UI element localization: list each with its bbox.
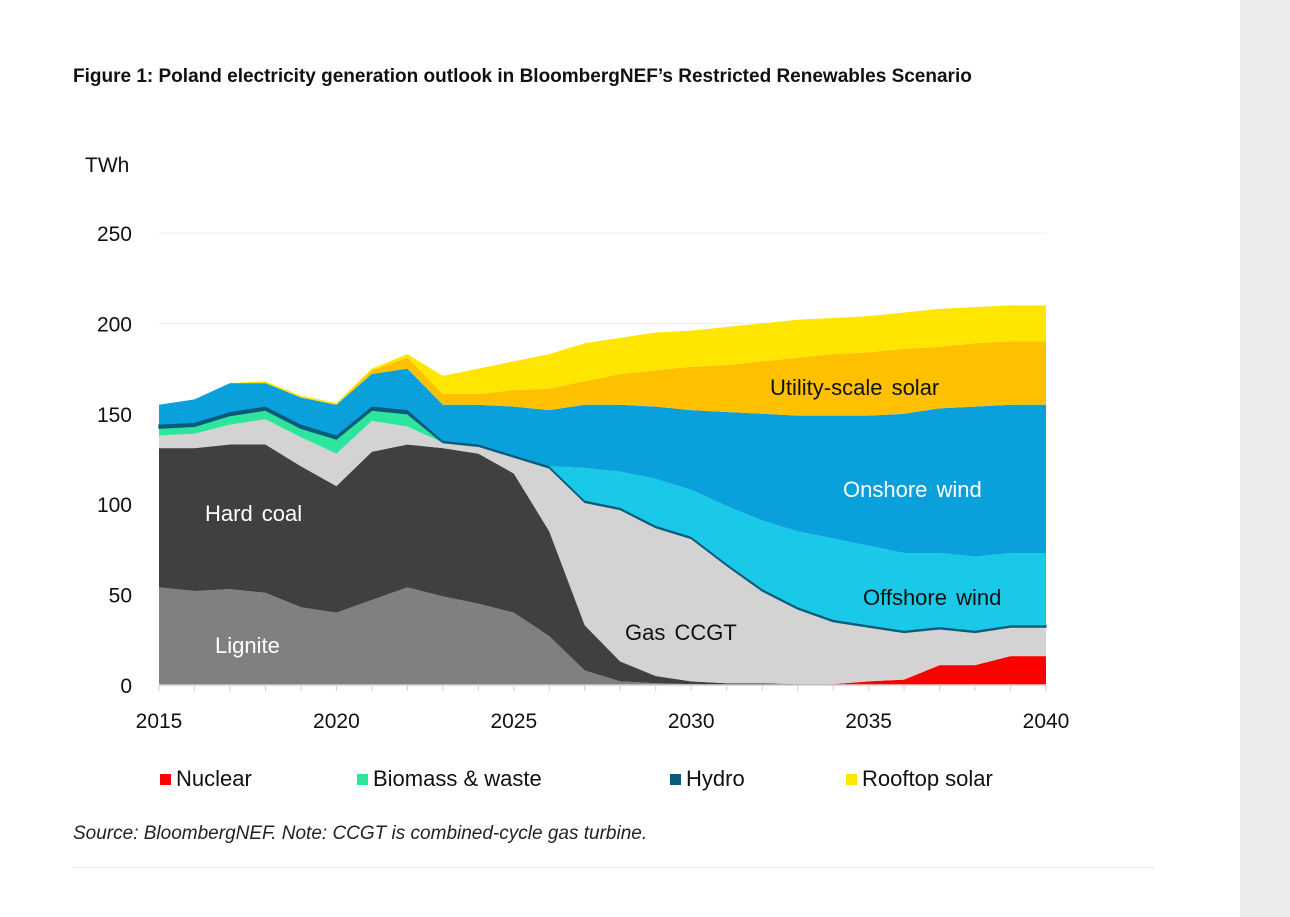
legend-item: Nuclear — [160, 766, 252, 792]
series-label-utility-scale-solar: Utility-scale solar — [770, 375, 939, 400]
stacked-area-chart: 0 50 100 150 200 250 2015 2020 2025 2030 2035 2040 L… — [97, 223, 1070, 733]
y-tick-label: 250 — [97, 223, 132, 246]
legend-label: Nuclear — [176, 766, 252, 791]
y-tick-label: 150 — [97, 404, 132, 427]
series-label-hard-coal: Hard coal — [205, 501, 302, 526]
area-utility-scale-solar — [159, 341, 1046, 416]
y-tick-label: 50 — [109, 585, 132, 608]
divider — [73, 867, 1155, 868]
legend-swatch — [846, 773, 857, 785]
legend-swatch — [160, 773, 171, 785]
y-tick-label: 200 — [97, 313, 132, 336]
area-gas-ccgt — [159, 419, 1046, 685]
x-tick-label: 2030 — [668, 710, 715, 733]
series-label-gas-ccgt: Gas CCGT — [625, 620, 737, 645]
legend-item: Hydro — [670, 766, 745, 792]
x-tick-label: 2020 — [313, 710, 360, 733]
x-tick-label: 2040 — [1023, 710, 1070, 733]
legend-item: Rooftop solar — [846, 766, 993, 792]
series-label-lignite: Lignite — [215, 633, 280, 658]
x-tick-label: 2015 — [136, 710, 183, 733]
y-tick-label: 100 — [97, 494, 132, 517]
source-note: Source: BloombergNEF. Note: CCGT is comb… — [73, 823, 648, 844]
series-label-onshore-wind: Onshore wind — [843, 477, 982, 502]
legend-item: Biomass & waste — [357, 766, 542, 792]
x-tick-label: 2035 — [845, 710, 892, 733]
legend-label: Rooftop solar — [862, 766, 993, 791]
series-label-offshore-wind: Offshore wind — [863, 585, 1001, 610]
legend-label: Hydro — [686, 766, 745, 791]
area-offshore-wind — [159, 406, 1046, 631]
area-rooftop-solar — [159, 305, 1046, 405]
legend-label: Biomass & waste — [373, 766, 542, 791]
side-panel — [1240, 0, 1290, 917]
area-nuclear — [159, 656, 1046, 685]
area-hard-coal — [159, 444, 1046, 685]
legend-swatch — [357, 773, 368, 785]
y-axis-label: TWh — [85, 154, 130, 177]
legend-swatch — [670, 773, 681, 785]
x-tick-label: 2025 — [490, 710, 537, 733]
y-tick-label: 0 — [120, 675, 132, 698]
chart-title: Figure 1: Poland electricity generation … — [73, 66, 972, 87]
area-lignite — [159, 587, 1046, 685]
legend: Nuclear Biomass & waste Hydro Rooftop solar — [0, 766, 1240, 796]
